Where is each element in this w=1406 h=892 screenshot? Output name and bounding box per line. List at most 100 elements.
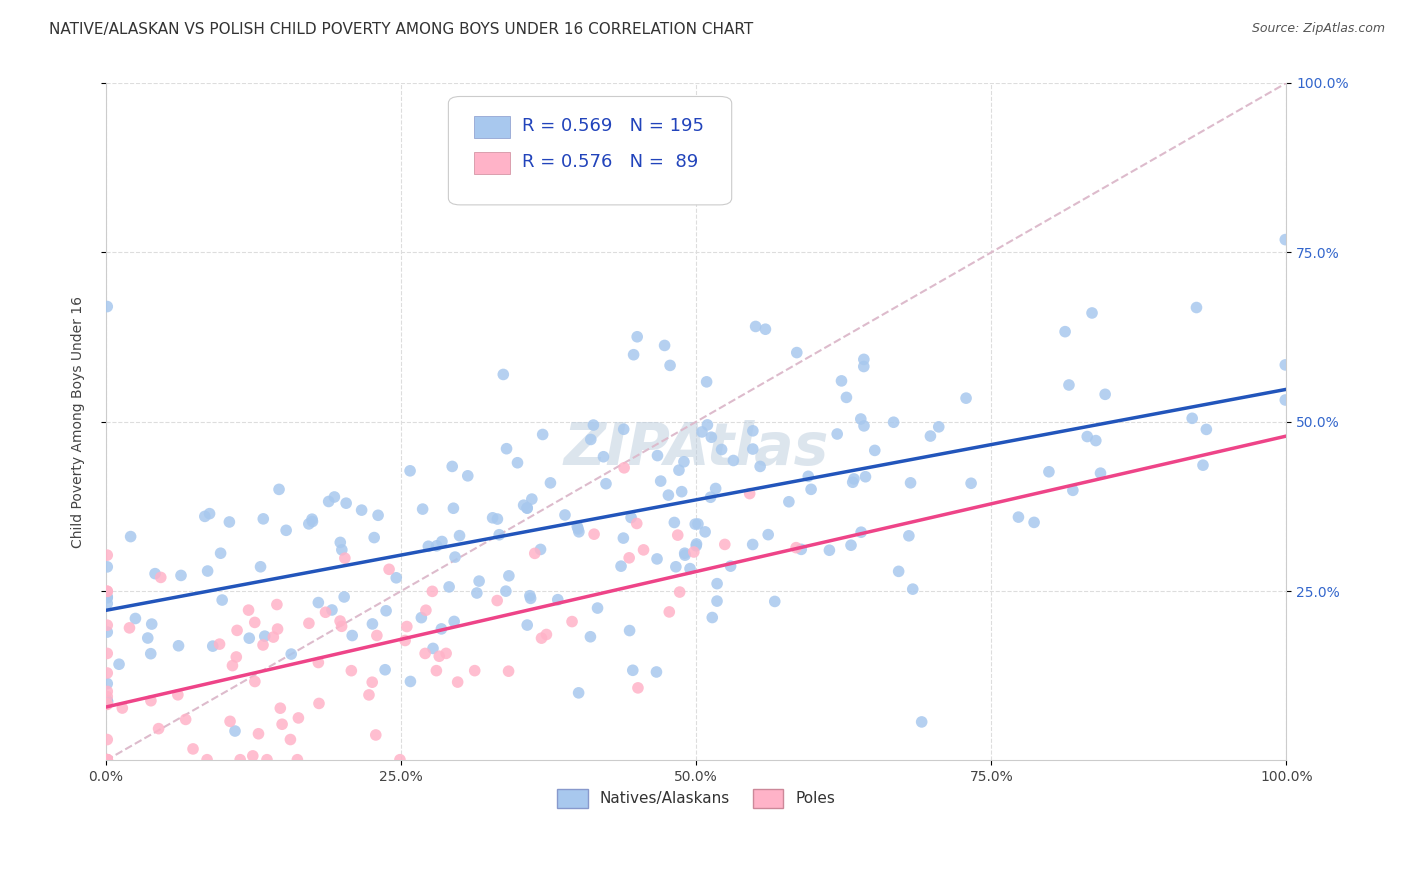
Point	[434, 646, 457, 660]
Point	[96, 690, 118, 704]
Point	[301, 512, 323, 526]
Point	[96, 753, 118, 767]
Point	[262, 630, 284, 644]
Point	[883, 415, 905, 429]
Point	[1181, 411, 1204, 425]
Point	[531, 427, 554, 442]
Point	[666, 528, 689, 542]
Point	[367, 508, 389, 523]
Point	[415, 603, 437, 617]
Point	[853, 418, 876, 433]
Point	[388, 753, 411, 767]
Point	[673, 546, 696, 560]
Point	[579, 433, 602, 447]
Point	[664, 516, 686, 530]
Point	[427, 649, 450, 664]
Point	[366, 628, 388, 642]
Point	[243, 674, 266, 689]
Point	[818, 543, 841, 558]
Point	[96, 591, 118, 605]
Point	[863, 443, 886, 458]
Point	[512, 498, 534, 512]
Point	[797, 469, 820, 483]
Point	[785, 541, 807, 555]
Point	[148, 722, 170, 736]
Point	[744, 319, 766, 334]
Point	[702, 610, 724, 624]
Point	[229, 753, 252, 767]
Point	[298, 616, 321, 631]
Point	[621, 663, 644, 677]
Point	[706, 576, 728, 591]
Point	[654, 338, 676, 352]
Point	[443, 615, 465, 629]
Point	[96, 676, 118, 690]
Text: ZIPAtlas: ZIPAtlas	[564, 420, 830, 477]
Point	[444, 550, 467, 565]
Point	[830, 374, 852, 388]
Point	[170, 568, 193, 582]
Point	[224, 724, 246, 739]
Point	[658, 605, 681, 619]
Point	[340, 664, 363, 678]
Point	[225, 650, 247, 665]
Point	[690, 425, 713, 439]
Text: NATIVE/ALASKAN VS POLISH CHILD POVERTY AMONG BOYS UNDER 16 CORRELATION CHART: NATIVE/ALASKAN VS POLISH CHILD POVERTY A…	[49, 22, 754, 37]
Point	[208, 637, 231, 651]
Point	[96, 559, 118, 574]
Point	[96, 618, 118, 632]
Point	[96, 693, 118, 707]
Point	[495, 584, 517, 599]
Point	[330, 619, 353, 633]
Point	[498, 569, 520, 583]
Point	[1022, 516, 1045, 530]
Point	[323, 490, 346, 504]
Point	[763, 594, 786, 608]
Point	[586, 601, 609, 615]
Point	[626, 516, 648, 531]
Point	[139, 694, 162, 708]
Point	[330, 542, 353, 557]
Point	[695, 524, 717, 539]
Point	[786, 345, 808, 359]
Point	[118, 621, 141, 635]
Point	[960, 476, 983, 491]
Point	[682, 545, 704, 559]
Point	[710, 442, 733, 457]
Point	[1038, 465, 1060, 479]
Point	[139, 647, 162, 661]
Point	[201, 639, 224, 653]
Point	[900, 475, 922, 490]
Point	[849, 412, 872, 426]
Point	[839, 538, 862, 552]
Point	[536, 627, 558, 641]
Point	[645, 552, 668, 566]
Bar	[474, 152, 510, 175]
Point	[301, 515, 323, 529]
Point	[141, 617, 163, 632]
Point	[271, 717, 294, 731]
Point	[547, 592, 569, 607]
Point	[374, 663, 396, 677]
Point	[613, 460, 636, 475]
Point	[269, 701, 291, 715]
Point	[612, 531, 634, 545]
Point	[422, 641, 444, 656]
Point	[449, 528, 471, 542]
Point	[96, 584, 118, 599]
Point	[582, 418, 605, 433]
Point	[696, 375, 718, 389]
Point	[1195, 422, 1218, 436]
Point	[198, 507, 221, 521]
Point	[124, 611, 146, 625]
Point	[498, 664, 520, 678]
Point	[686, 516, 709, 531]
Point	[96, 300, 118, 314]
Point	[523, 546, 546, 560]
Point	[1094, 387, 1116, 401]
Point	[704, 482, 727, 496]
Point	[955, 391, 977, 405]
Point	[166, 688, 188, 702]
Point	[266, 622, 288, 636]
Point	[97, 695, 120, 709]
